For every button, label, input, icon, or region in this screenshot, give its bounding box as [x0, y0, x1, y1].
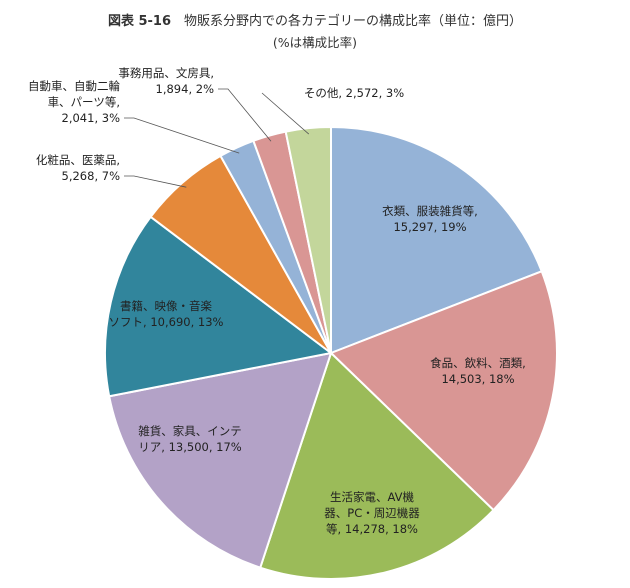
data-label: 生活家電、AV機器、PC・周辺機器等, 14,278, 18%	[324, 490, 420, 536]
pie-slice	[108, 351, 333, 569]
data-label: 自動車、自動二輪車、パーツ等, 2,041, 3%	[28, 79, 120, 125]
figure-number: 図表 5-16	[107, 14, 172, 29]
leader-line	[124, 175, 187, 188]
data-label: 事務用品、文房具, 1,894, 2%	[118, 66, 214, 96]
pie-slice	[258, 351, 495, 580]
chart-title: 図表 5-16 物販系分野内での各カテゴリーの構成比率（単位：億円）	[0, 10, 630, 29]
data-label: 書籍、映像・音楽ソフト, 10,690, 13%	[109, 299, 224, 329]
leader-line	[124, 117, 240, 154]
data-label: 衣類、服装雑貨等, 15,297, 19%	[382, 204, 478, 234]
pie-slice	[284, 125, 332, 354]
data-label: 化粧品、医薬品, 5,268, 7%	[36, 153, 120, 183]
pie-slice	[104, 215, 334, 398]
chart-title-text: 物販系分野内での各カテゴリーの構成比率（単位：億円）	[184, 14, 523, 29]
data-label: 雑貨、家具、インテリア, 13,500, 17%	[138, 424, 242, 454]
leader-line	[261, 92, 310, 135]
pie-slice	[330, 125, 543, 355]
data-label: 食品、飲料、酒類, 14,503, 18%	[430, 356, 526, 386]
data-label: その他, 2,572, 3%	[304, 86, 404, 100]
pie-slice	[329, 269, 558, 512]
chart-subtitle: (%は構成比率)	[272, 35, 358, 50]
leader-line	[218, 88, 272, 142]
